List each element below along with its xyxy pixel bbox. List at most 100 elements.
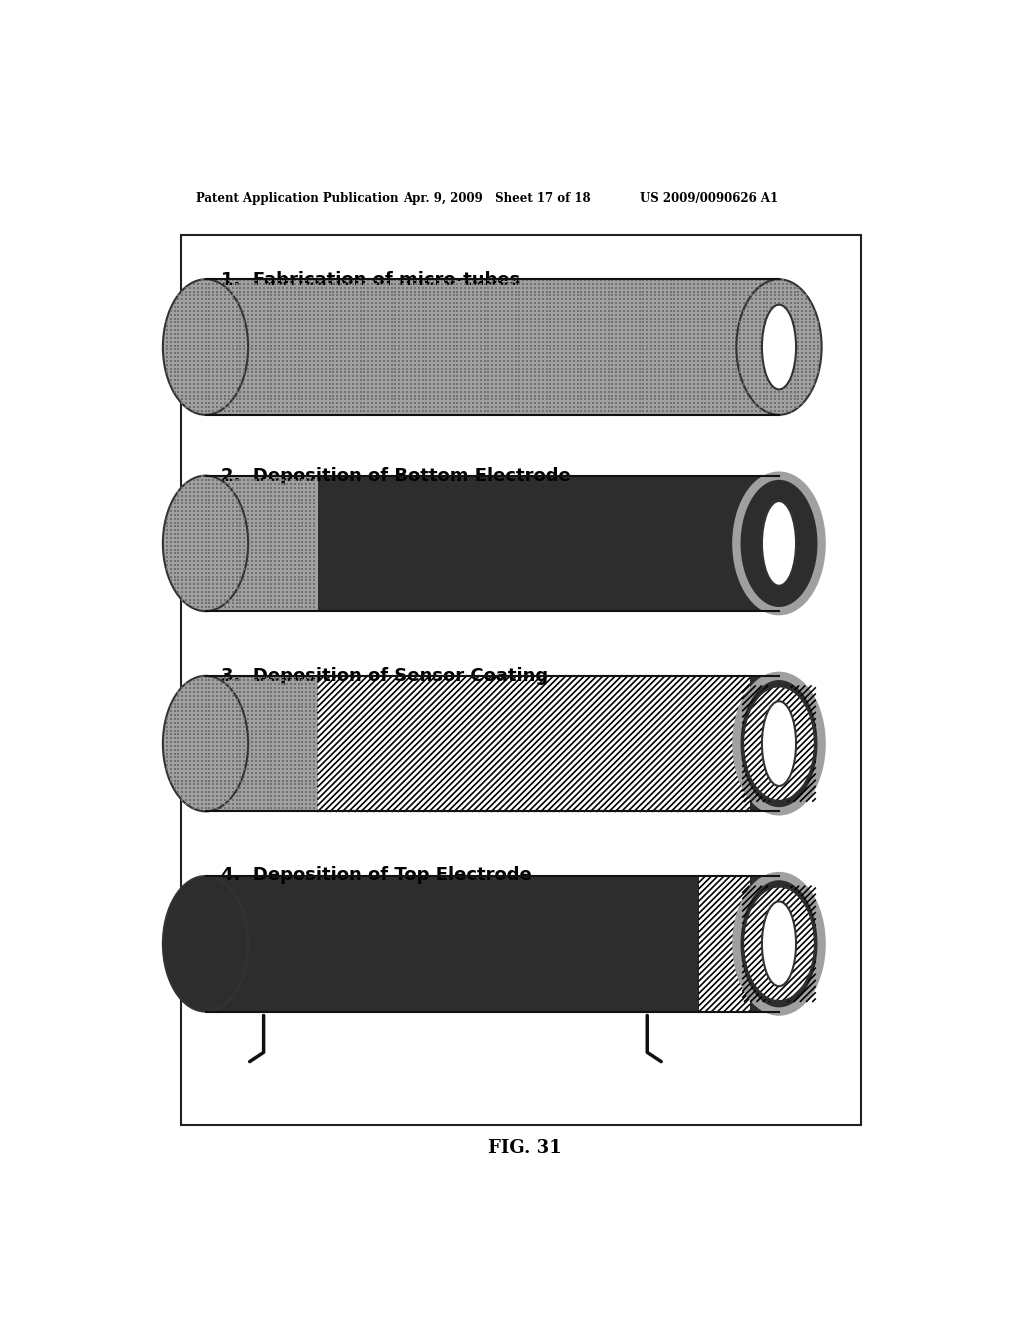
Point xyxy=(201,293,217,314)
Point xyxy=(561,308,578,329)
Point xyxy=(201,304,217,325)
Point xyxy=(201,297,217,318)
Point xyxy=(469,358,485,379)
Point xyxy=(189,535,206,556)
Point xyxy=(689,350,706,371)
Point xyxy=(267,570,284,591)
Point xyxy=(198,347,214,368)
Point xyxy=(182,323,199,345)
Point xyxy=(237,269,253,290)
Point xyxy=(174,482,190,503)
Point xyxy=(565,396,582,417)
Point xyxy=(205,492,221,513)
Point xyxy=(298,581,314,602)
Point xyxy=(589,304,605,325)
Point xyxy=(794,297,810,318)
Point xyxy=(263,766,280,787)
Point xyxy=(298,566,314,587)
Point xyxy=(298,528,314,549)
Point xyxy=(279,482,295,503)
Point xyxy=(748,370,764,391)
Point xyxy=(732,315,749,337)
Point xyxy=(450,396,466,417)
Point xyxy=(252,774,268,795)
Point xyxy=(635,293,651,314)
Point xyxy=(628,269,644,290)
Point xyxy=(189,524,206,545)
Point xyxy=(220,378,237,399)
Point xyxy=(248,585,264,606)
Point xyxy=(163,713,179,734)
Point xyxy=(220,685,237,706)
Point xyxy=(593,293,609,314)
Point xyxy=(185,777,202,799)
Point xyxy=(182,297,199,318)
Point xyxy=(279,492,295,513)
Point xyxy=(372,374,388,395)
Point xyxy=(220,492,237,513)
Point xyxy=(255,777,271,799)
Point xyxy=(530,315,547,337)
Point xyxy=(685,354,701,375)
Point xyxy=(430,308,446,329)
Point xyxy=(198,277,214,298)
Point xyxy=(519,312,536,333)
Point xyxy=(554,315,570,337)
Point xyxy=(244,319,260,341)
Point xyxy=(693,400,710,421)
Point xyxy=(430,393,446,414)
Point xyxy=(441,381,458,403)
Point xyxy=(205,488,221,510)
Point xyxy=(240,689,256,710)
Point xyxy=(615,385,632,407)
Point xyxy=(220,739,237,760)
Point xyxy=(511,315,527,337)
Point xyxy=(550,350,566,371)
Point xyxy=(364,335,380,356)
Point xyxy=(535,389,551,411)
Point xyxy=(453,319,469,341)
Point xyxy=(294,393,310,414)
Point xyxy=(252,339,268,360)
Point xyxy=(709,381,725,403)
Point xyxy=(596,343,612,364)
Point xyxy=(287,504,303,525)
Point xyxy=(178,516,195,537)
Point xyxy=(667,362,683,383)
Point xyxy=(198,539,214,560)
Point xyxy=(274,512,291,533)
Point xyxy=(217,550,233,572)
Point xyxy=(322,393,338,414)
Point xyxy=(217,524,233,545)
Point xyxy=(689,301,706,322)
Point xyxy=(519,350,536,371)
Point xyxy=(185,512,202,533)
Point xyxy=(391,381,408,403)
Point xyxy=(232,516,249,537)
Point xyxy=(732,354,749,375)
Point xyxy=(291,492,307,513)
Point xyxy=(542,301,558,322)
Point xyxy=(364,289,380,310)
Point xyxy=(228,347,245,368)
Point xyxy=(267,562,284,583)
Point xyxy=(237,331,253,352)
Point xyxy=(322,335,338,356)
Point xyxy=(283,496,299,517)
Point xyxy=(178,277,195,298)
Point xyxy=(267,673,284,694)
Point xyxy=(650,269,667,290)
Point xyxy=(224,312,241,333)
Point xyxy=(189,331,206,352)
Point xyxy=(415,304,431,325)
Point xyxy=(166,319,182,341)
Point xyxy=(484,304,501,325)
Point xyxy=(778,335,795,356)
Point xyxy=(434,273,451,294)
Point xyxy=(209,705,225,726)
Point xyxy=(317,281,334,302)
Point xyxy=(283,319,299,341)
Point xyxy=(430,358,446,379)
Point xyxy=(217,331,233,352)
Point xyxy=(736,350,753,371)
